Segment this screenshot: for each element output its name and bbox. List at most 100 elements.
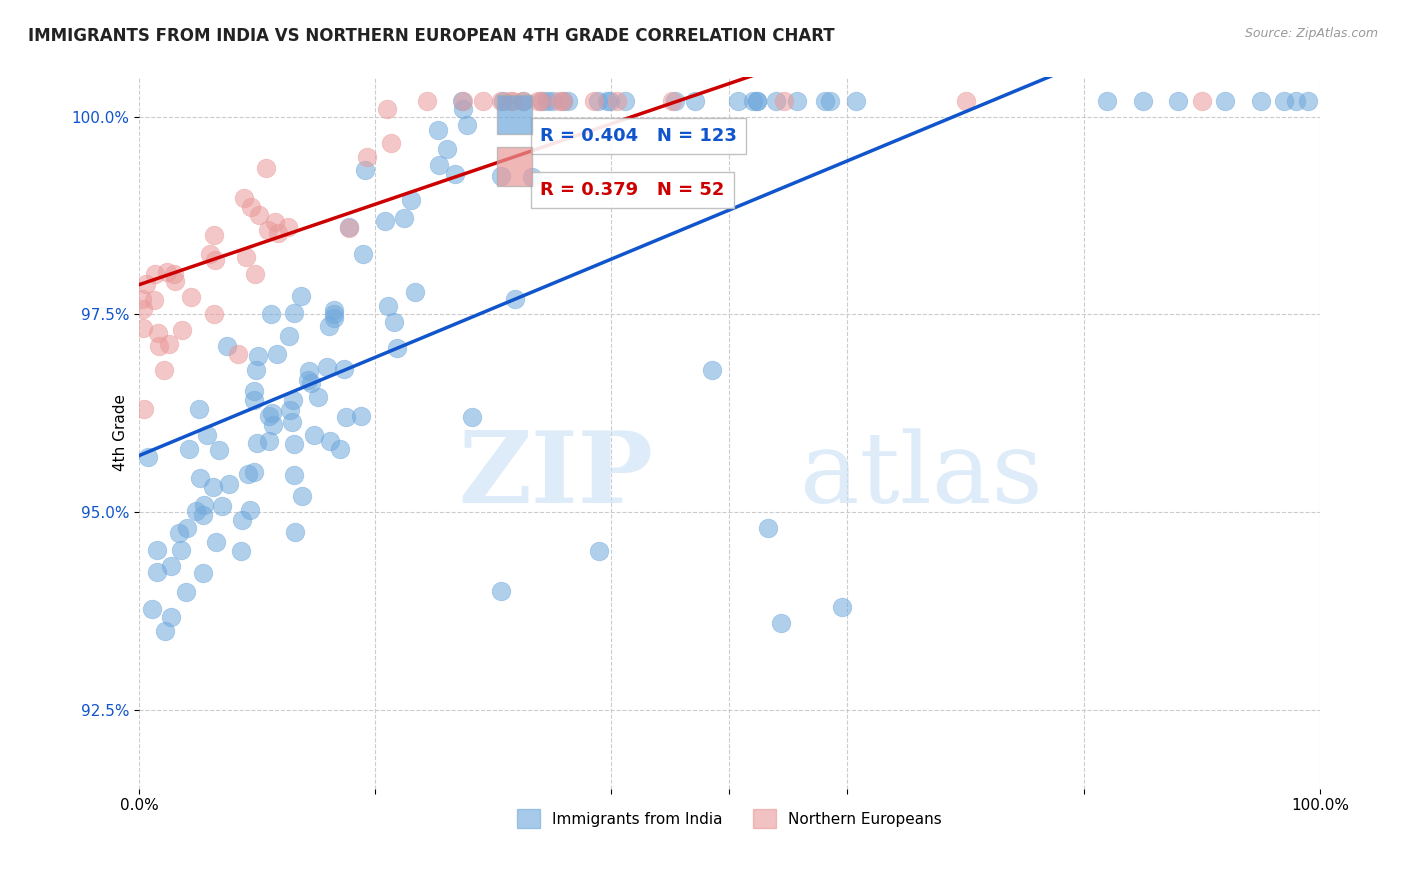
- Northern Europeans: [380, 136, 402, 150]
- Immigrants from India: [202, 480, 225, 494]
- Immigrants from India: [1285, 94, 1308, 108]
- Immigrants from India: [745, 94, 768, 108]
- Northern Europeans: [180, 290, 202, 304]
- Northern Europeans: [204, 252, 226, 267]
- Text: IMMIGRANTS FROM INDIA VS NORTHERN EUROPEAN 4TH GRADE CORRELATION CHART: IMMIGRANTS FROM INDIA VS NORTHERN EUROPE…: [28, 27, 835, 45]
- Immigrants from India: [188, 471, 211, 485]
- Northern Europeans: [257, 223, 280, 237]
- Immigrants from India: [427, 158, 450, 172]
- Northern Europeans: [239, 200, 262, 214]
- Immigrants from India: [1215, 94, 1237, 108]
- Text: R = 0.379   N = 52: R = 0.379 N = 52: [540, 180, 725, 199]
- Immigrants from India: [1274, 94, 1296, 108]
- Northern Europeans: [451, 94, 474, 108]
- Northern Europeans: [135, 277, 157, 292]
- Immigrants from India: [387, 341, 409, 355]
- Immigrants from India: [443, 167, 465, 181]
- Northern Europeans: [661, 94, 683, 108]
- Immigrants from India: [1296, 94, 1319, 108]
- Immigrants from India: [551, 94, 574, 108]
- Northern Europeans: [245, 267, 267, 281]
- Immigrants from India: [335, 410, 357, 425]
- Northern Europeans: [553, 94, 575, 108]
- Immigrants from India: [176, 521, 198, 535]
- Text: atlas: atlas: [800, 428, 1043, 524]
- Immigrants from India: [557, 94, 579, 108]
- Northern Europeans: [530, 94, 553, 108]
- Immigrants from India: [318, 318, 340, 333]
- Immigrants from India: [329, 442, 352, 456]
- Immigrants from India: [322, 302, 344, 317]
- Northern Europeans: [254, 161, 277, 175]
- Immigrants from India: [146, 565, 169, 579]
- Immigrants from India: [727, 94, 749, 108]
- Immigrants from India: [246, 436, 269, 450]
- Immigrants from India: [191, 508, 214, 522]
- Immigrants from India: [814, 94, 837, 108]
- Northern Europeans: [132, 402, 155, 417]
- Northern Europeans: [143, 267, 166, 281]
- Immigrants from India: [392, 211, 415, 226]
- Immigrants from India: [614, 94, 637, 108]
- Immigrants from India: [1097, 94, 1119, 108]
- Northern Europeans: [499, 94, 522, 108]
- Immigrants from India: [153, 624, 176, 638]
- Immigrants from India: [281, 415, 304, 429]
- Immigrants from India: [207, 443, 229, 458]
- Immigrants from India: [427, 123, 450, 137]
- Northern Europeans: [202, 308, 225, 322]
- Text: Source: ZipAtlas.com: Source: ZipAtlas.com: [1244, 27, 1378, 40]
- Immigrants from India: [136, 450, 159, 465]
- Immigrants from India: [160, 558, 183, 573]
- Immigrants from India: [243, 465, 266, 479]
- Immigrants from India: [204, 534, 226, 549]
- Immigrants from India: [146, 543, 169, 558]
- Immigrants from India: [246, 349, 269, 363]
- Immigrants from India: [401, 194, 423, 208]
- Immigrants from India: [243, 392, 266, 407]
- Immigrants from India: [756, 521, 779, 535]
- Immigrants from India: [302, 427, 325, 442]
- Immigrants from India: [489, 169, 512, 183]
- Immigrants from India: [747, 94, 769, 108]
- Immigrants from India: [298, 364, 321, 378]
- Immigrants from India: [229, 544, 252, 558]
- Immigrants from India: [290, 289, 312, 303]
- Immigrants from India: [245, 363, 267, 377]
- Immigrants from India: [195, 428, 218, 442]
- Northern Europeans: [773, 94, 796, 108]
- Northern Europeans: [148, 339, 170, 353]
- Immigrants from India: [236, 467, 259, 482]
- Immigrants from India: [599, 94, 621, 108]
- Text: R = 0.404   N = 123: R = 0.404 N = 123: [540, 128, 737, 145]
- Immigrants from India: [169, 525, 191, 540]
- Immigrants from India: [1132, 94, 1154, 108]
- Immigrants from India: [290, 489, 312, 503]
- Northern Europeans: [512, 94, 534, 108]
- Immigrants from India: [453, 103, 475, 117]
- Northern Europeans: [226, 347, 249, 361]
- Immigrants from India: [323, 308, 346, 322]
- Northern Europeans: [547, 94, 569, 108]
- Immigrants from India: [266, 347, 288, 361]
- Immigrants from India: [588, 94, 610, 108]
- Immigrants from India: [316, 360, 339, 375]
- Immigrants from India: [845, 94, 868, 108]
- Immigrants from India: [283, 524, 305, 539]
- Immigrants from India: [278, 328, 301, 343]
- Immigrants from India: [1250, 94, 1272, 108]
- Northern Europeans: [267, 226, 290, 240]
- Northern Europeans: [356, 150, 378, 164]
- Immigrants from India: [683, 94, 706, 108]
- Northern Europeans: [416, 94, 439, 108]
- Immigrants from India: [492, 94, 515, 108]
- Immigrants from India: [187, 402, 209, 417]
- Northern Europeans: [527, 94, 550, 108]
- Immigrants from India: [786, 94, 808, 108]
- Immigrants from India: [818, 94, 841, 108]
- Immigrants from India: [377, 300, 399, 314]
- Northern Europeans: [131, 321, 153, 335]
- Northern Europeans: [502, 94, 524, 108]
- Immigrants from India: [283, 467, 305, 482]
- Immigrants from India: [765, 94, 787, 108]
